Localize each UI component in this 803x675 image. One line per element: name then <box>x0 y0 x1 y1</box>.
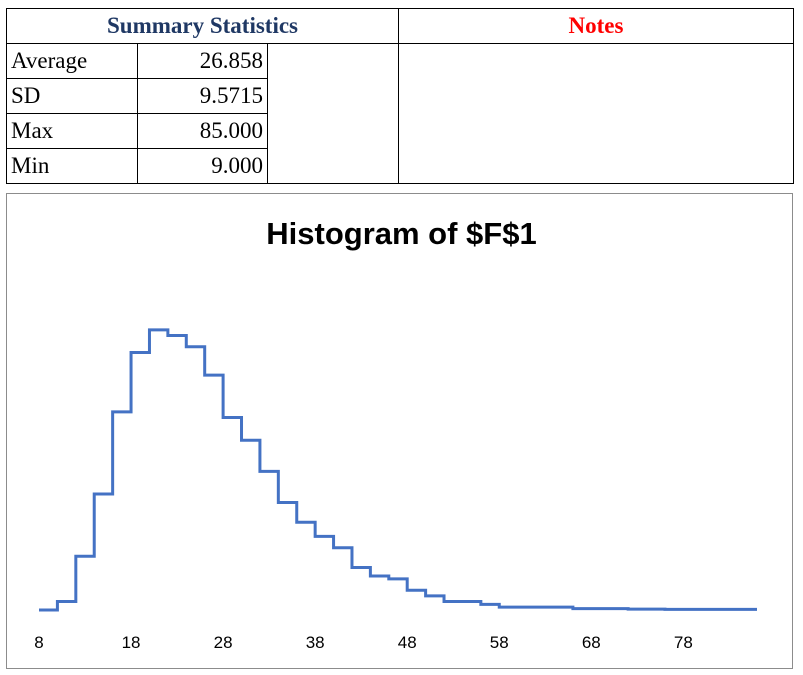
histogram-bin[interactable] <box>683 609 701 610</box>
histogram-bin[interactable] <box>665 609 683 610</box>
stat-label-min[interactable]: Min <box>6 148 138 184</box>
histogram-bin[interactable] <box>518 607 536 610</box>
summary-table: Summary Statistics Notes Average 26.858 … <box>6 8 794 184</box>
chart-area[interactable] <box>6 193 793 669</box>
x-tick-label: 8 <box>34 633 43 652</box>
histogram-bin[interactable] <box>573 609 591 610</box>
histogram-marks <box>39 328 757 612</box>
histogram-bin[interactable] <box>739 609 757 610</box>
stat-row-min: Min 9.000 <box>6 148 794 184</box>
x-tick-label: 58 <box>490 633 509 652</box>
histogram-bin[interactable] <box>444 602 462 610</box>
histogram-bin[interactable] <box>554 607 572 610</box>
histogram-bin[interactable] <box>260 471 278 610</box>
histogram-bin[interactable] <box>499 607 517 610</box>
stat-value-max[interactable]: 85.000 <box>137 113 268 149</box>
x-tick-label: 18 <box>122 633 141 652</box>
stat-value-min[interactable]: 9.000 <box>137 148 268 184</box>
histogram-bin[interactable] <box>352 568 370 610</box>
x-axis: 8 18 28 38 48 58 68 78 <box>34 633 693 652</box>
histogram-bin[interactable] <box>462 602 480 610</box>
x-tick-label: 48 <box>398 633 417 652</box>
histogram-bin[interactable] <box>610 609 628 610</box>
histogram-bin[interactable] <box>94 494 112 610</box>
histogram-bin[interactable] <box>242 440 260 610</box>
chart-title: Histogram of $F$1 <box>266 216 537 251</box>
histogram-bin[interactable] <box>223 418 241 610</box>
stat-row-max: Max 85.000 <box>6 113 794 149</box>
histogram-bin[interactable] <box>481 604 499 610</box>
histogram-series-line[interactable] <box>39 328 757 612</box>
histogram-bin[interactable] <box>149 330 167 610</box>
histogram-bin[interactable] <box>113 412 131 610</box>
notes-header[interactable]: Notes <box>398 8 794 44</box>
histogram-bin[interactable] <box>536 607 554 610</box>
header-row: Summary Statistics Notes <box>6 8 794 44</box>
histogram-bin[interactable] <box>720 609 738 610</box>
histogram-bin[interactable] <box>426 596 444 610</box>
stat-value-sd[interactable]: 9.5715 <box>137 78 268 114</box>
notes-cell[interactable] <box>398 43 794 184</box>
histogram-bin[interactable] <box>168 335 186 610</box>
histogram-bin[interactable] <box>131 352 149 610</box>
histogram-bin[interactable] <box>389 579 407 610</box>
histogram-bin[interactable] <box>57 602 75 610</box>
x-tick-label: 28 <box>214 633 233 652</box>
x-tick-label: 68 <box>582 633 601 652</box>
stat-label-average[interactable]: Average <box>6 43 138 79</box>
histogram-bin[interactable] <box>628 609 646 610</box>
histogram-bin[interactable] <box>278 502 296 610</box>
histogram-bin[interactable] <box>205 375 223 610</box>
histogram-bin[interactable] <box>702 609 720 610</box>
histogram-bin[interactable] <box>370 576 388 610</box>
histogram-bin[interactable] <box>334 548 352 610</box>
blank-cell[interactable] <box>267 43 399 184</box>
histogram-bin[interactable] <box>407 590 425 610</box>
summary-statistics-header[interactable]: Summary Statistics <box>6 8 399 44</box>
histogram-bin[interactable] <box>76 556 94 610</box>
x-tick-label: 78 <box>674 633 693 652</box>
x-tick-label: 38 <box>306 633 325 652</box>
histogram-bin[interactable] <box>647 609 665 610</box>
histogram-bin[interactable] <box>315 536 333 610</box>
histogram-bin[interactable] <box>591 609 609 610</box>
histogram-bin[interactable] <box>186 347 204 610</box>
stat-label-max[interactable]: Max <box>6 113 138 149</box>
histogram-bin[interactable] <box>297 522 315 610</box>
